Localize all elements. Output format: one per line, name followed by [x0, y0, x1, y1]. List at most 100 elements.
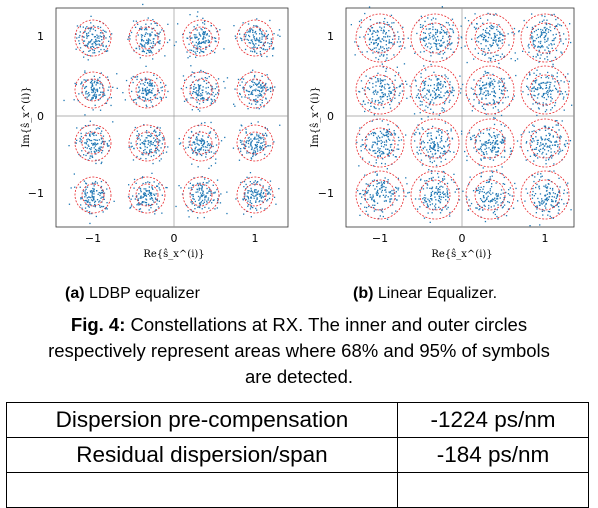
scatter-point [465, 94, 467, 96]
scatter-point [389, 97, 391, 100]
scatter-point [480, 90, 482, 92]
scatter-point [551, 144, 554, 146]
scatter-point [161, 137, 164, 139]
scatter-point [260, 84, 262, 86]
scatter-point [546, 87, 548, 89]
table-row: Residual dispersion/span -184 ps/nm [6, 437, 589, 473]
outer-95-circle [465, 13, 515, 63]
scatter-point [202, 22, 204, 24]
scatter-point [145, 188, 147, 190]
scatter-point [205, 46, 207, 48]
scatter-point [89, 130, 91, 133]
scatter-point [93, 185, 95, 187]
scatter-point [148, 51, 150, 54]
scatter-point [427, 206, 429, 208]
scatter-point [145, 158, 147, 160]
scatter-point [532, 124, 534, 126]
scatter-point [81, 150, 83, 152]
scatter-point [382, 151, 384, 153]
scatter-point [432, 28, 434, 31]
scatter-point [528, 51, 530, 53]
scatter-point [103, 198, 105, 200]
scatter-point [268, 46, 271, 48]
scatter-point [213, 95, 215, 97]
scatter-point [380, 150, 382, 152]
scatter-point [95, 96, 97, 98]
scatter-point [537, 142, 539, 144]
scatter-point [254, 191, 256, 193]
scatter-point [381, 96, 383, 98]
scatter-point [381, 189, 383, 191]
scatter-point [96, 182, 98, 184]
scatter-point [491, 199, 493, 201]
scatter-point [541, 96, 544, 98]
scatter-point [367, 189, 369, 192]
scatter-point [498, 147, 500, 149]
scatter-point [194, 51, 196, 53]
scatter-point [430, 43, 432, 45]
scatter-point [546, 40, 548, 42]
scatter-point [95, 143, 98, 146]
scatter-point [560, 38, 562, 40]
scatter-point [206, 141, 208, 143]
scatter-point [255, 144, 257, 147]
scatter-point [197, 47, 199, 49]
scatter-point [371, 100, 373, 102]
scatter-point [467, 209, 469, 211]
scatter-point [418, 149, 421, 151]
scatter-point [546, 200, 548, 202]
scatter-point [99, 98, 101, 100]
scatter-point [430, 137, 432, 140]
scatter-point [140, 157, 142, 160]
scatter-point [247, 204, 250, 206]
scatter-point [529, 225, 531, 227]
scatter-point [549, 140, 551, 142]
scatter-point [389, 198, 391, 200]
scatter-point [512, 98, 514, 101]
scatter-point [569, 140, 572, 142]
scatter-point [499, 37, 501, 39]
scatter-point [477, 134, 479, 136]
scatter-point [146, 130, 148, 132]
scatter-point [399, 84, 401, 87]
scatter-point [136, 195, 138, 197]
scatter-point [489, 190, 491, 192]
scatter-point [442, 53, 444, 55]
scatter-point [254, 31, 256, 34]
scatter-point [427, 106, 429, 109]
scatter-point [432, 38, 434, 40]
scatter-point [432, 34, 434, 36]
scatter-point [366, 192, 368, 194]
scatter-point [385, 139, 387, 142]
scatter-point [94, 142, 96, 144]
scatter-point [267, 192, 269, 195]
scatter-point [136, 155, 138, 158]
scatter-point [436, 31, 438, 34]
scatter-point [91, 98, 93, 101]
scatter-point [437, 191, 440, 193]
scatter-point [489, 34, 491, 36]
scatter-point [191, 131, 193, 133]
plot-a-xtick-1: 1 [252, 232, 259, 245]
scatter-point [257, 86, 259, 88]
scatter-point [383, 39, 385, 42]
scatter-point [259, 33, 261, 35]
scatter-point [526, 78, 528, 80]
scatter-point [260, 194, 262, 196]
scatter-point [94, 42, 97, 45]
scatter-point [530, 36, 532, 39]
scatter-point [437, 188, 439, 190]
scatter-point [141, 50, 143, 53]
scatter-point [536, 183, 538, 186]
scatter-point [472, 135, 474, 137]
scatter-point [434, 205, 436, 207]
scatter-point [247, 198, 250, 200]
scatter-point [152, 199, 154, 201]
scatter-point [538, 49, 540, 52]
scatter-point [86, 35, 88, 38]
scatter-point [143, 195, 145, 197]
outer-95-circle [182, 19, 220, 57]
scatter-point [192, 41, 194, 43]
scatter-point [150, 50, 152, 53]
scatter-point [213, 199, 215, 201]
